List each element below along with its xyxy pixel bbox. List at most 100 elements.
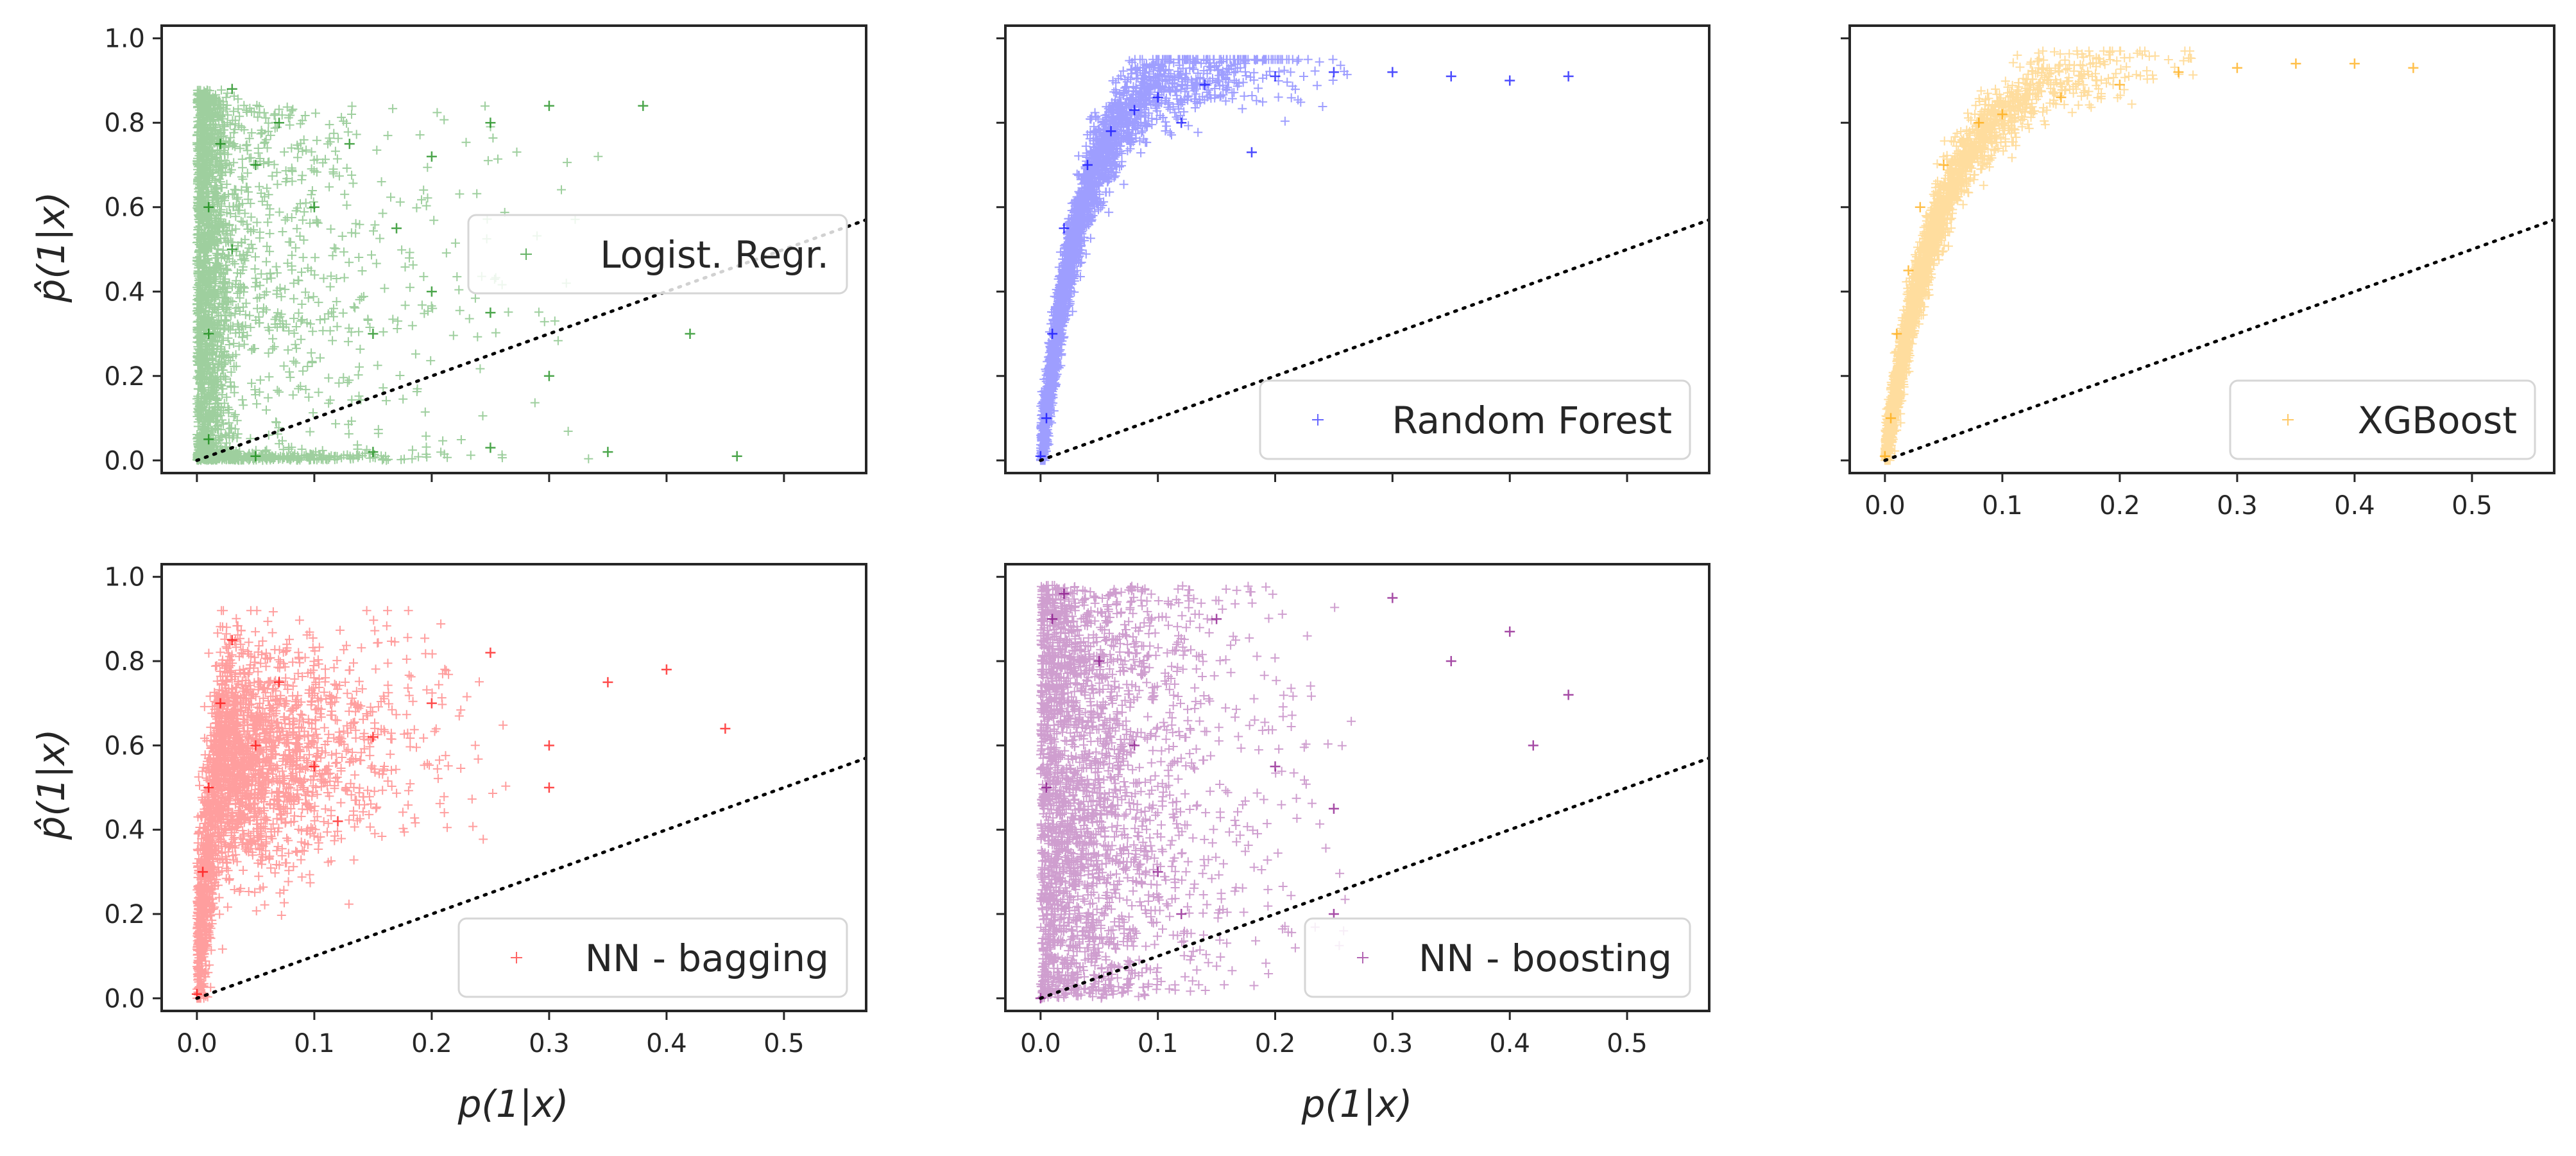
legend-rf: Random Forest: [1259, 379, 1691, 460]
y-tick-label-logistic-0: 0.0: [104, 446, 145, 476]
identity-line-xgb: [1883, 218, 2554, 462]
data-point-logistic-6: [250, 159, 261, 170]
legend-marker-bagging: [511, 952, 522, 963]
data-point-logistic-1: [203, 329, 214, 340]
legend-label-rf: Random Forest: [1392, 399, 1672, 442]
data-point-logistic-10: [391, 223, 402, 234]
legend-box-xgb: [2229, 379, 2536, 460]
data-point-logistic-8: [309, 202, 320, 212]
data-point-logistic-19: [685, 329, 695, 340]
panel-bagging: 0.0 0.1 0.2 0.3 0.4 0.5 0.0 0.2 0.4 0.6 0.8 1.0 NN -…: [104, 563, 867, 1058]
y-tick-label-bagging-1: 0.2: [104, 900, 145, 929]
data-point-boosting-9: [1328, 803, 1339, 814]
data-point-logistic-12: [485, 117, 496, 128]
legend-label-xgb: XGBoost: [2358, 399, 2517, 442]
x-tick-label-bagging-4: 0.4: [646, 1029, 687, 1058]
axes-frame-bagging: [160, 563, 867, 1012]
legend-box-rf: [1259, 379, 1691, 460]
data-point-logistic-0: [203, 434, 214, 445]
data-point-rf-7: [1152, 92, 1163, 103]
data-point-bagging-12: [602, 677, 613, 687]
data-point-logistic-15: [368, 329, 379, 340]
legend-logistic: Logist. Regr.: [467, 214, 848, 295]
y-tick-label-logistic-4: 0.8: [104, 108, 145, 138]
legend-bagging: NN - bagging: [457, 917, 848, 998]
x-axis-label-middle: p(1|x): [1301, 1082, 1413, 1126]
data-point-xgb-13: [2349, 58, 2360, 69]
data-point-logistic-22: [485, 442, 496, 453]
data-point-logistic-4: [226, 83, 237, 94]
data-point-bagging-9: [426, 698, 437, 709]
data-point-xgb-12: [2290, 58, 2301, 69]
axes-frame-rf: [1004, 24, 1710, 474]
data-point-bagging-5: [250, 740, 261, 751]
data-point-xgb-8: [2056, 92, 2067, 103]
data-point-boosting-7: [1211, 614, 1222, 625]
legend-label-bagging: NN - bagging: [585, 936, 829, 980]
data-point-rf-11: [1387, 67, 1398, 78]
panel-rf: Random Forest: [996, 24, 1710, 482]
x-tick-label-xgb-1: 0.1: [1982, 491, 2023, 521]
y-tick-label-bagging-0: 0.0: [104, 984, 145, 1014]
panel-logistic: 0.0 0.2 0.4 0.6 0.8 1.0 Logist. Regr.: [104, 24, 867, 482]
x-tick-label-bagging-5: 0.5: [763, 1029, 805, 1058]
data-point-rf-8: [1199, 80, 1210, 91]
data-point-boosting-5: [1129, 740, 1140, 751]
data-point-bagging-14: [720, 723, 731, 734]
data-point-logistic-16: [426, 286, 437, 297]
x-tick-label-boosting-3: 0.3: [1372, 1029, 1413, 1058]
data-point-xgb-11: [2231, 62, 2242, 73]
data-point-bagging-8: [368, 732, 379, 743]
data-point-boosting-16: [1176, 908, 1187, 919]
identity-line-rf: [1039, 218, 1709, 462]
data-point-bagging-2: [203, 782, 214, 793]
data-point-logistic-14: [638, 100, 649, 111]
data-point-rf-1: [1041, 413, 1052, 424]
data-point-boosting-2: [1047, 614, 1058, 625]
data-point-xgb-2: [1891, 329, 1902, 340]
x-tick-label-boosting-2: 0.2: [1255, 1029, 1296, 1058]
legend-label-logistic: Logist. Regr.: [600, 233, 829, 277]
axes-frame-logistic: [160, 24, 867, 474]
x-tick-label-xgb-0: 0.0: [1864, 491, 1906, 521]
panels-layer: 0.0 0.2 0.4 0.6 0.8 1.0 Logist. Regr. Random Fo…: [104, 24, 2555, 1058]
data-point-bagging-1: [198, 867, 209, 877]
data-point-rf-4: [1082, 159, 1093, 170]
data-point-logistic-7: [274, 117, 284, 128]
data-point-boosting-14: [1563, 689, 1574, 700]
x-tick-label-xgb-4: 0.4: [2334, 491, 2375, 521]
legend-box-bagging: [457, 917, 848, 998]
x-tick-label-boosting-0: 0.0: [1020, 1029, 1061, 1058]
identity-line-logistic: [195, 218, 866, 462]
data-point-bagging-6: [274, 677, 284, 687]
data-point-logistic-9: [344, 139, 355, 150]
panel-boosting: 0.0 0.1 0.2 0.3 0.4 0.5 NN - boosting: [996, 563, 1710, 1058]
legend-marker-boosting: [1357, 952, 1369, 963]
data-point-bagging-3: [215, 698, 226, 709]
y-tick-label-bagging-3: 0.6: [104, 731, 145, 761]
scatter-cloud-rf: [1036, 55, 1352, 465]
data-point-logistic-3: [215, 139, 226, 150]
data-point-xgb-10: [2173, 67, 2184, 78]
data-point-bagging-16: [543, 782, 554, 793]
data-point-rf-14: [1563, 71, 1574, 82]
scatter-cloud-bagging: [192, 606, 511, 1003]
data-point-xgb-7: [1997, 109, 2008, 120]
y-tick-label-logistic-2: 0.4: [104, 277, 145, 307]
data-point-rf-9: [1270, 71, 1281, 82]
data-point-logistic-18: [543, 370, 554, 381]
x-tick-label-bagging-0: 0.0: [176, 1029, 218, 1058]
data-point-boosting-6: [1152, 867, 1163, 877]
data-point-logistic-23: [602, 447, 613, 458]
data-point-logistic-11: [426, 151, 437, 162]
data-point-logistic-24: [731, 451, 742, 462]
legend-marker-rf: [1312, 414, 1324, 426]
identity-line-bagging: [195, 756, 866, 1000]
data-point-rf-13: [1505, 75, 1515, 86]
data-point-bagging-7: [309, 761, 320, 772]
legend-xgb: XGBoost: [2229, 379, 2536, 460]
legend-marker-xgb: [2282, 414, 2294, 426]
data-point-boosting-10: [1328, 908, 1339, 919]
